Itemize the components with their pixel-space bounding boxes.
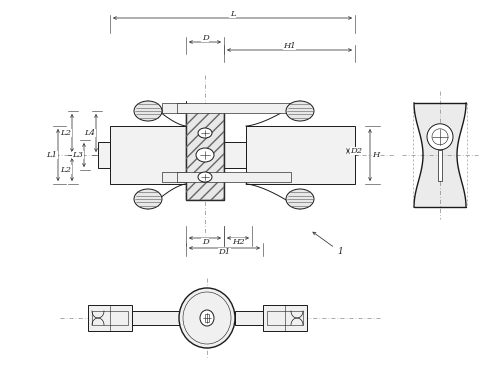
Bar (186, 110, 224, 200)
Text: D: D (202, 34, 208, 42)
Bar (438, 150, 442, 181)
Bar (246, 126, 355, 184)
Bar (177, 103, 291, 113)
Text: H1: H1 (283, 42, 296, 50)
Bar (263, 305, 307, 331)
Text: D2: D2 (350, 147, 362, 155)
Bar (162, 103, 186, 113)
Ellipse shape (198, 128, 212, 138)
Text: L2: L2 (60, 129, 72, 137)
Bar (224, 142, 246, 168)
Text: 1: 1 (337, 247, 343, 257)
Text: H2: H2 (232, 238, 244, 246)
Bar (88, 305, 132, 331)
Text: L1: L1 (46, 151, 58, 159)
Bar (205, 314, 209, 322)
Text: L3: L3 (72, 151, 84, 159)
Bar (186, 110, 224, 200)
Text: L2: L2 (60, 165, 72, 173)
Ellipse shape (198, 172, 212, 182)
Ellipse shape (427, 124, 453, 150)
Ellipse shape (200, 310, 214, 326)
Text: L: L (230, 10, 235, 18)
Bar (110, 126, 186, 184)
Bar (132, 311, 179, 325)
Ellipse shape (179, 288, 235, 348)
Ellipse shape (432, 129, 448, 145)
Bar (162, 172, 186, 182)
Ellipse shape (286, 101, 314, 121)
Bar (98, 142, 110, 168)
Bar (267, 311, 303, 325)
Ellipse shape (286, 189, 314, 209)
Ellipse shape (134, 101, 162, 121)
Bar (177, 172, 291, 182)
Bar (235, 311, 263, 325)
Ellipse shape (183, 292, 231, 344)
Text: H: H (372, 151, 380, 159)
Text: L4: L4 (84, 129, 96, 137)
Ellipse shape (134, 189, 162, 209)
Text: D: D (202, 238, 208, 246)
Ellipse shape (196, 148, 214, 162)
Bar (92, 311, 128, 325)
Polygon shape (414, 103, 466, 207)
Text: D1: D1 (218, 248, 230, 256)
